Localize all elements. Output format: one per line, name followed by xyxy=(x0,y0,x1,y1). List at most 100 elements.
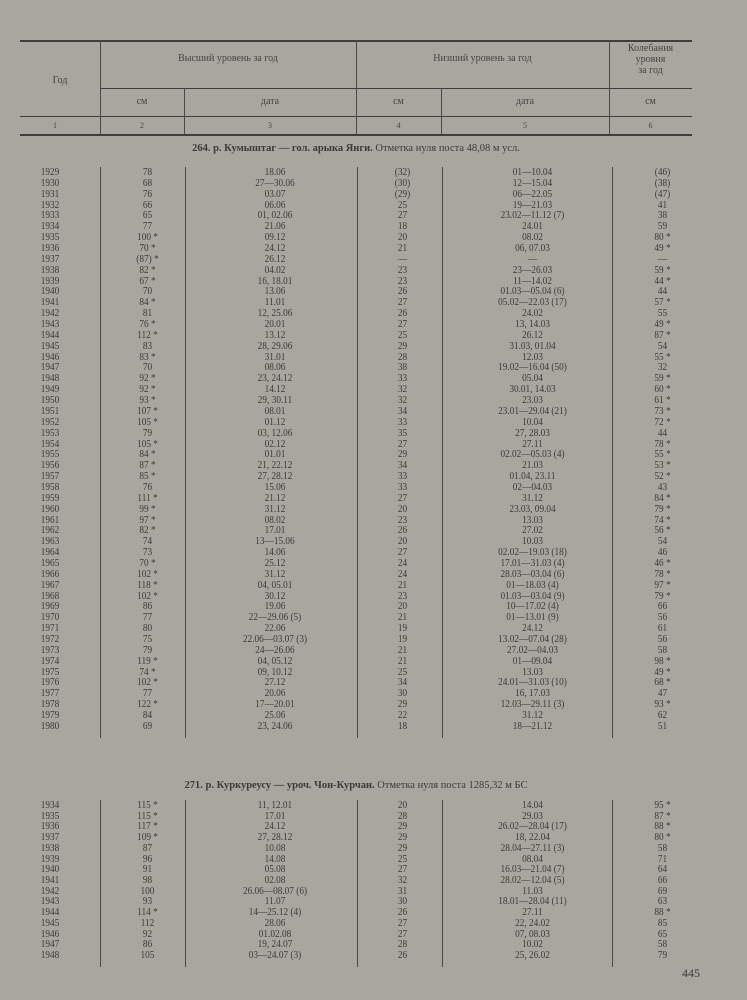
cell-min-cm: 25 xyxy=(397,853,408,865)
cell-year: 1946 xyxy=(40,351,60,363)
cell-max-date: 22—29.06 (5) xyxy=(248,612,302,624)
cell-max-date: 09, 10.12 xyxy=(257,666,293,678)
cell-min-cm: 33 xyxy=(397,373,408,385)
table-row: 1957 85 * 27, 28.12 33 01.04, 23.11 52 * xyxy=(0,471,747,482)
cell-year: 1952 xyxy=(40,416,60,428)
cell-min-date: 28.02—12.04 (5) xyxy=(500,875,565,887)
cell-year: 1934 xyxy=(40,221,60,233)
cell-max-cm: 117 * xyxy=(137,821,158,833)
cell-fluctuation-cm: 49 * xyxy=(654,319,671,331)
header-date: дата xyxy=(260,96,280,107)
cell-min-date: 13, 14.03 xyxy=(515,319,550,331)
cell-fluctuation-cm: 56 xyxy=(657,612,668,624)
cell-min-cm: (29) xyxy=(394,188,411,200)
cell-year: 1945 xyxy=(40,340,60,352)
cell-year: 1966 xyxy=(40,568,60,580)
cell-fluctuation-cm: 79 * xyxy=(654,590,671,602)
cell-max-cm: 83 * xyxy=(139,351,156,363)
cell-max-date: 23, 24.06 xyxy=(257,720,293,732)
table-row: 1943 76 * 20.01 27 13, 14.03 49 * xyxy=(0,319,747,330)
cell-fluctuation-cm: 73 * xyxy=(654,405,671,417)
cell-max-date: 04, 05.01 xyxy=(257,579,293,591)
cell-min-cm: 26 xyxy=(397,950,408,962)
cell-min-date: — xyxy=(527,253,538,265)
cell-max-date: 17—20.01 xyxy=(255,699,295,711)
cell-max-date: 08.02 xyxy=(264,514,286,526)
table-row: 1976 102 * 27.12 34 24.01—31.03 (10) 68 * xyxy=(0,677,747,688)
cell-min-cm: 24 xyxy=(397,557,408,569)
cell-year: 1962 xyxy=(40,525,60,537)
table-row: 1936 117 * 24.12 29 26.02—28.04 (17) 88 * xyxy=(0,821,747,832)
cell-min-cm: 19 xyxy=(397,623,408,635)
cell-year: 1942 xyxy=(40,308,60,320)
cell-year: 1932 xyxy=(40,199,60,211)
cell-max-cm: 92 * xyxy=(139,384,156,396)
cell-max-date: 10.08 xyxy=(264,842,286,854)
table-row: 1935 100 * 09.12 20 08.02 80 * xyxy=(0,232,747,243)
cell-max-date: 03—24.07 (3) xyxy=(248,950,302,962)
cell-max-cm: 118 * xyxy=(137,579,158,591)
cell-max-date: 03.07 xyxy=(264,188,286,200)
cell-min-cm: 29 xyxy=(397,340,408,352)
cell-max-cm: 102 * xyxy=(137,568,158,580)
cell-fluctuation-cm: 49 * xyxy=(654,666,671,678)
cell-max-cm: 82 * xyxy=(139,264,156,276)
cell-year: 1948 xyxy=(40,373,60,385)
cell-max-date: 29, 30.11 xyxy=(257,395,293,407)
cell-max-date: 21.12 xyxy=(264,492,286,504)
cell-min-date: 11—14.02 xyxy=(512,275,553,287)
cell-max-cm: 74 * xyxy=(139,666,156,678)
cell-max-date: 22.06 xyxy=(264,623,286,635)
cell-min-cm: 20 xyxy=(397,503,408,515)
cell-fluctuation-cm: 32 xyxy=(657,362,668,374)
table-row: 1934 77 21.06 18 24.01 59 xyxy=(0,221,747,232)
cell-min-date: 13.03 xyxy=(522,666,543,678)
header-fluctuation-1: Колебания xyxy=(627,43,674,54)
cell-min-date: 10.04 xyxy=(522,416,543,428)
cell-min-date: 19.02—16.04 (50) xyxy=(498,362,567,374)
cell-min-date: 23—26.03 xyxy=(512,264,553,276)
cell-min-cm: 27 xyxy=(397,297,408,309)
cell-min-cm: 21 xyxy=(397,612,408,624)
cell-min-cm: 22 xyxy=(397,710,408,721)
cell-min-date: 19—21.03 xyxy=(512,199,553,211)
table-row: 1972 75 22.06—03.07 (3) 19 13.02—07.04 (28) 5… xyxy=(0,634,747,645)
cell-max-cm: 76 xyxy=(142,188,153,200)
cell-year: 1949 xyxy=(40,384,60,396)
table-row: 1968 102 * 30.12 23 01.03—03.04 (9) 79 * xyxy=(0,591,747,602)
cell-max-date: 01.02.08 xyxy=(258,928,292,940)
cell-min-date: 06, 07.03 xyxy=(515,243,550,255)
cell-min-cm: 23 xyxy=(397,590,408,602)
cell-fluctuation-cm: 60 * xyxy=(654,384,671,396)
cell-max-cm: 76 xyxy=(142,481,153,493)
cell-min-date: 24.02 xyxy=(522,308,543,320)
cell-min-cm: 27 xyxy=(397,928,408,940)
table-row: 1969 86 19.06 20 10—17.02 (4) 66 xyxy=(0,601,747,612)
table-row: 1954 105 * 02.12 27 27.11 78 * xyxy=(0,439,747,450)
cell-min-cm: 34 xyxy=(397,677,408,689)
cell-year: 1953 xyxy=(40,427,60,439)
table-row: 1952 105 * 01.12 33 10.04 72 * xyxy=(0,417,747,428)
cell-max-date: 12, 25.06 xyxy=(257,308,293,320)
cell-year: 1940 xyxy=(40,864,60,876)
table-row: 1959 111 * 21.12 27 31.12 84 * xyxy=(0,493,747,504)
cell-max-cm: 75 xyxy=(142,633,153,645)
cell-min-date: 24.01 xyxy=(522,221,543,233)
cell-year: 1948 xyxy=(40,950,60,962)
cell-max-cm: 100 * xyxy=(137,232,158,244)
cell-max-cm: 73 xyxy=(142,547,153,559)
cell-fluctuation-cm: 78 * xyxy=(654,438,671,450)
cell-min-cm: 30 xyxy=(397,896,408,908)
cell-year: 1957 xyxy=(40,471,60,483)
header-min-level: Низший уровень за год xyxy=(433,53,532,64)
header-year: Год xyxy=(52,75,68,86)
cell-year: 1956 xyxy=(40,460,60,472)
cell-year: 1943 xyxy=(40,896,60,908)
cell-fluctuation-cm: 55 * xyxy=(654,449,671,461)
cell-year: 1969 xyxy=(40,601,60,613)
cell-year: 1945 xyxy=(40,917,60,929)
cell-min-cm: 33 xyxy=(397,416,408,428)
cell-min-date: 02.02—19.03 (18) xyxy=(498,547,567,559)
cell-min-date: 21.03 xyxy=(522,460,543,472)
cell-min-date: 16.03—21.04 (7) xyxy=(500,864,565,876)
